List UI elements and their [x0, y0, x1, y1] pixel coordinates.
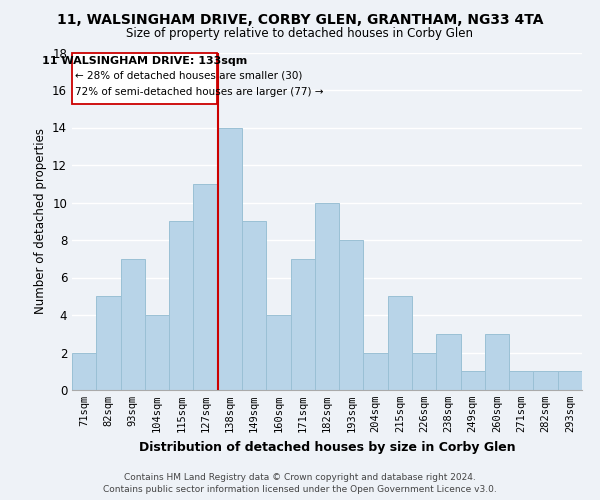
Bar: [364, 352, 388, 390]
Bar: [436, 334, 461, 390]
Bar: [193, 184, 218, 390]
Y-axis label: Number of detached properties: Number of detached properties: [34, 128, 47, 314]
Text: ← 28% of detached houses are smaller (30): ← 28% of detached houses are smaller (30…: [76, 70, 303, 80]
Bar: [218, 128, 242, 390]
Bar: [461, 371, 485, 390]
Text: 11 WALSINGHAM DRIVE: 133sqm: 11 WALSINGHAM DRIVE: 133sqm: [42, 56, 247, 66]
Text: 72% of semi-detached houses are larger (77) →: 72% of semi-detached houses are larger (…: [76, 87, 324, 97]
Bar: [242, 221, 266, 390]
Bar: [315, 202, 339, 390]
Bar: [121, 259, 145, 390]
Bar: [169, 221, 193, 390]
Bar: [145, 315, 169, 390]
Bar: [509, 371, 533, 390]
Bar: [485, 334, 509, 390]
Bar: [290, 259, 315, 390]
Bar: [72, 352, 96, 390]
Bar: [339, 240, 364, 390]
Bar: [96, 296, 121, 390]
Bar: [412, 352, 436, 390]
Text: Contains HM Land Registry data © Crown copyright and database right 2024.
Contai: Contains HM Land Registry data © Crown c…: [103, 472, 497, 494]
Text: Size of property relative to detached houses in Corby Glen: Size of property relative to detached ho…: [127, 28, 473, 40]
Text: 11, WALSINGHAM DRIVE, CORBY GLEN, GRANTHAM, NG33 4TA: 11, WALSINGHAM DRIVE, CORBY GLEN, GRANTH…: [57, 12, 543, 26]
X-axis label: Distribution of detached houses by size in Corby Glen: Distribution of detached houses by size …: [139, 440, 515, 454]
Bar: [388, 296, 412, 390]
Bar: [533, 371, 558, 390]
Bar: [558, 371, 582, 390]
Bar: [266, 315, 290, 390]
FancyBboxPatch shape: [73, 52, 217, 104]
